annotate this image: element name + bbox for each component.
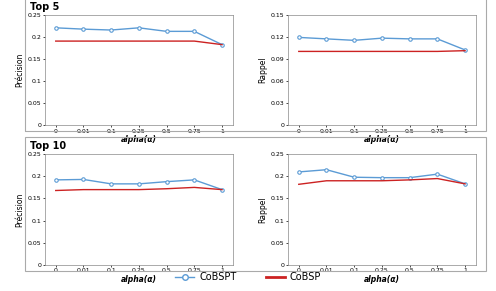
- Y-axis label: Précision: Précision: [16, 53, 25, 87]
- Text: Top 5: Top 5: [30, 2, 59, 12]
- X-axis label: alpha(α): alpha(α): [121, 275, 157, 284]
- X-axis label: alpha(α): alpha(α): [364, 275, 400, 284]
- X-axis label: alpha(α): alpha(α): [121, 135, 157, 144]
- Legend: CoBSPT, CoBSP: CoBSPT, CoBSP: [171, 268, 325, 286]
- Y-axis label: Précision: Précision: [16, 192, 25, 227]
- Text: Top 10: Top 10: [30, 141, 66, 151]
- Y-axis label: Rappel: Rappel: [259, 196, 268, 223]
- Y-axis label: Rappel: Rappel: [259, 56, 268, 83]
- X-axis label: alpha(α): alpha(α): [364, 135, 400, 144]
